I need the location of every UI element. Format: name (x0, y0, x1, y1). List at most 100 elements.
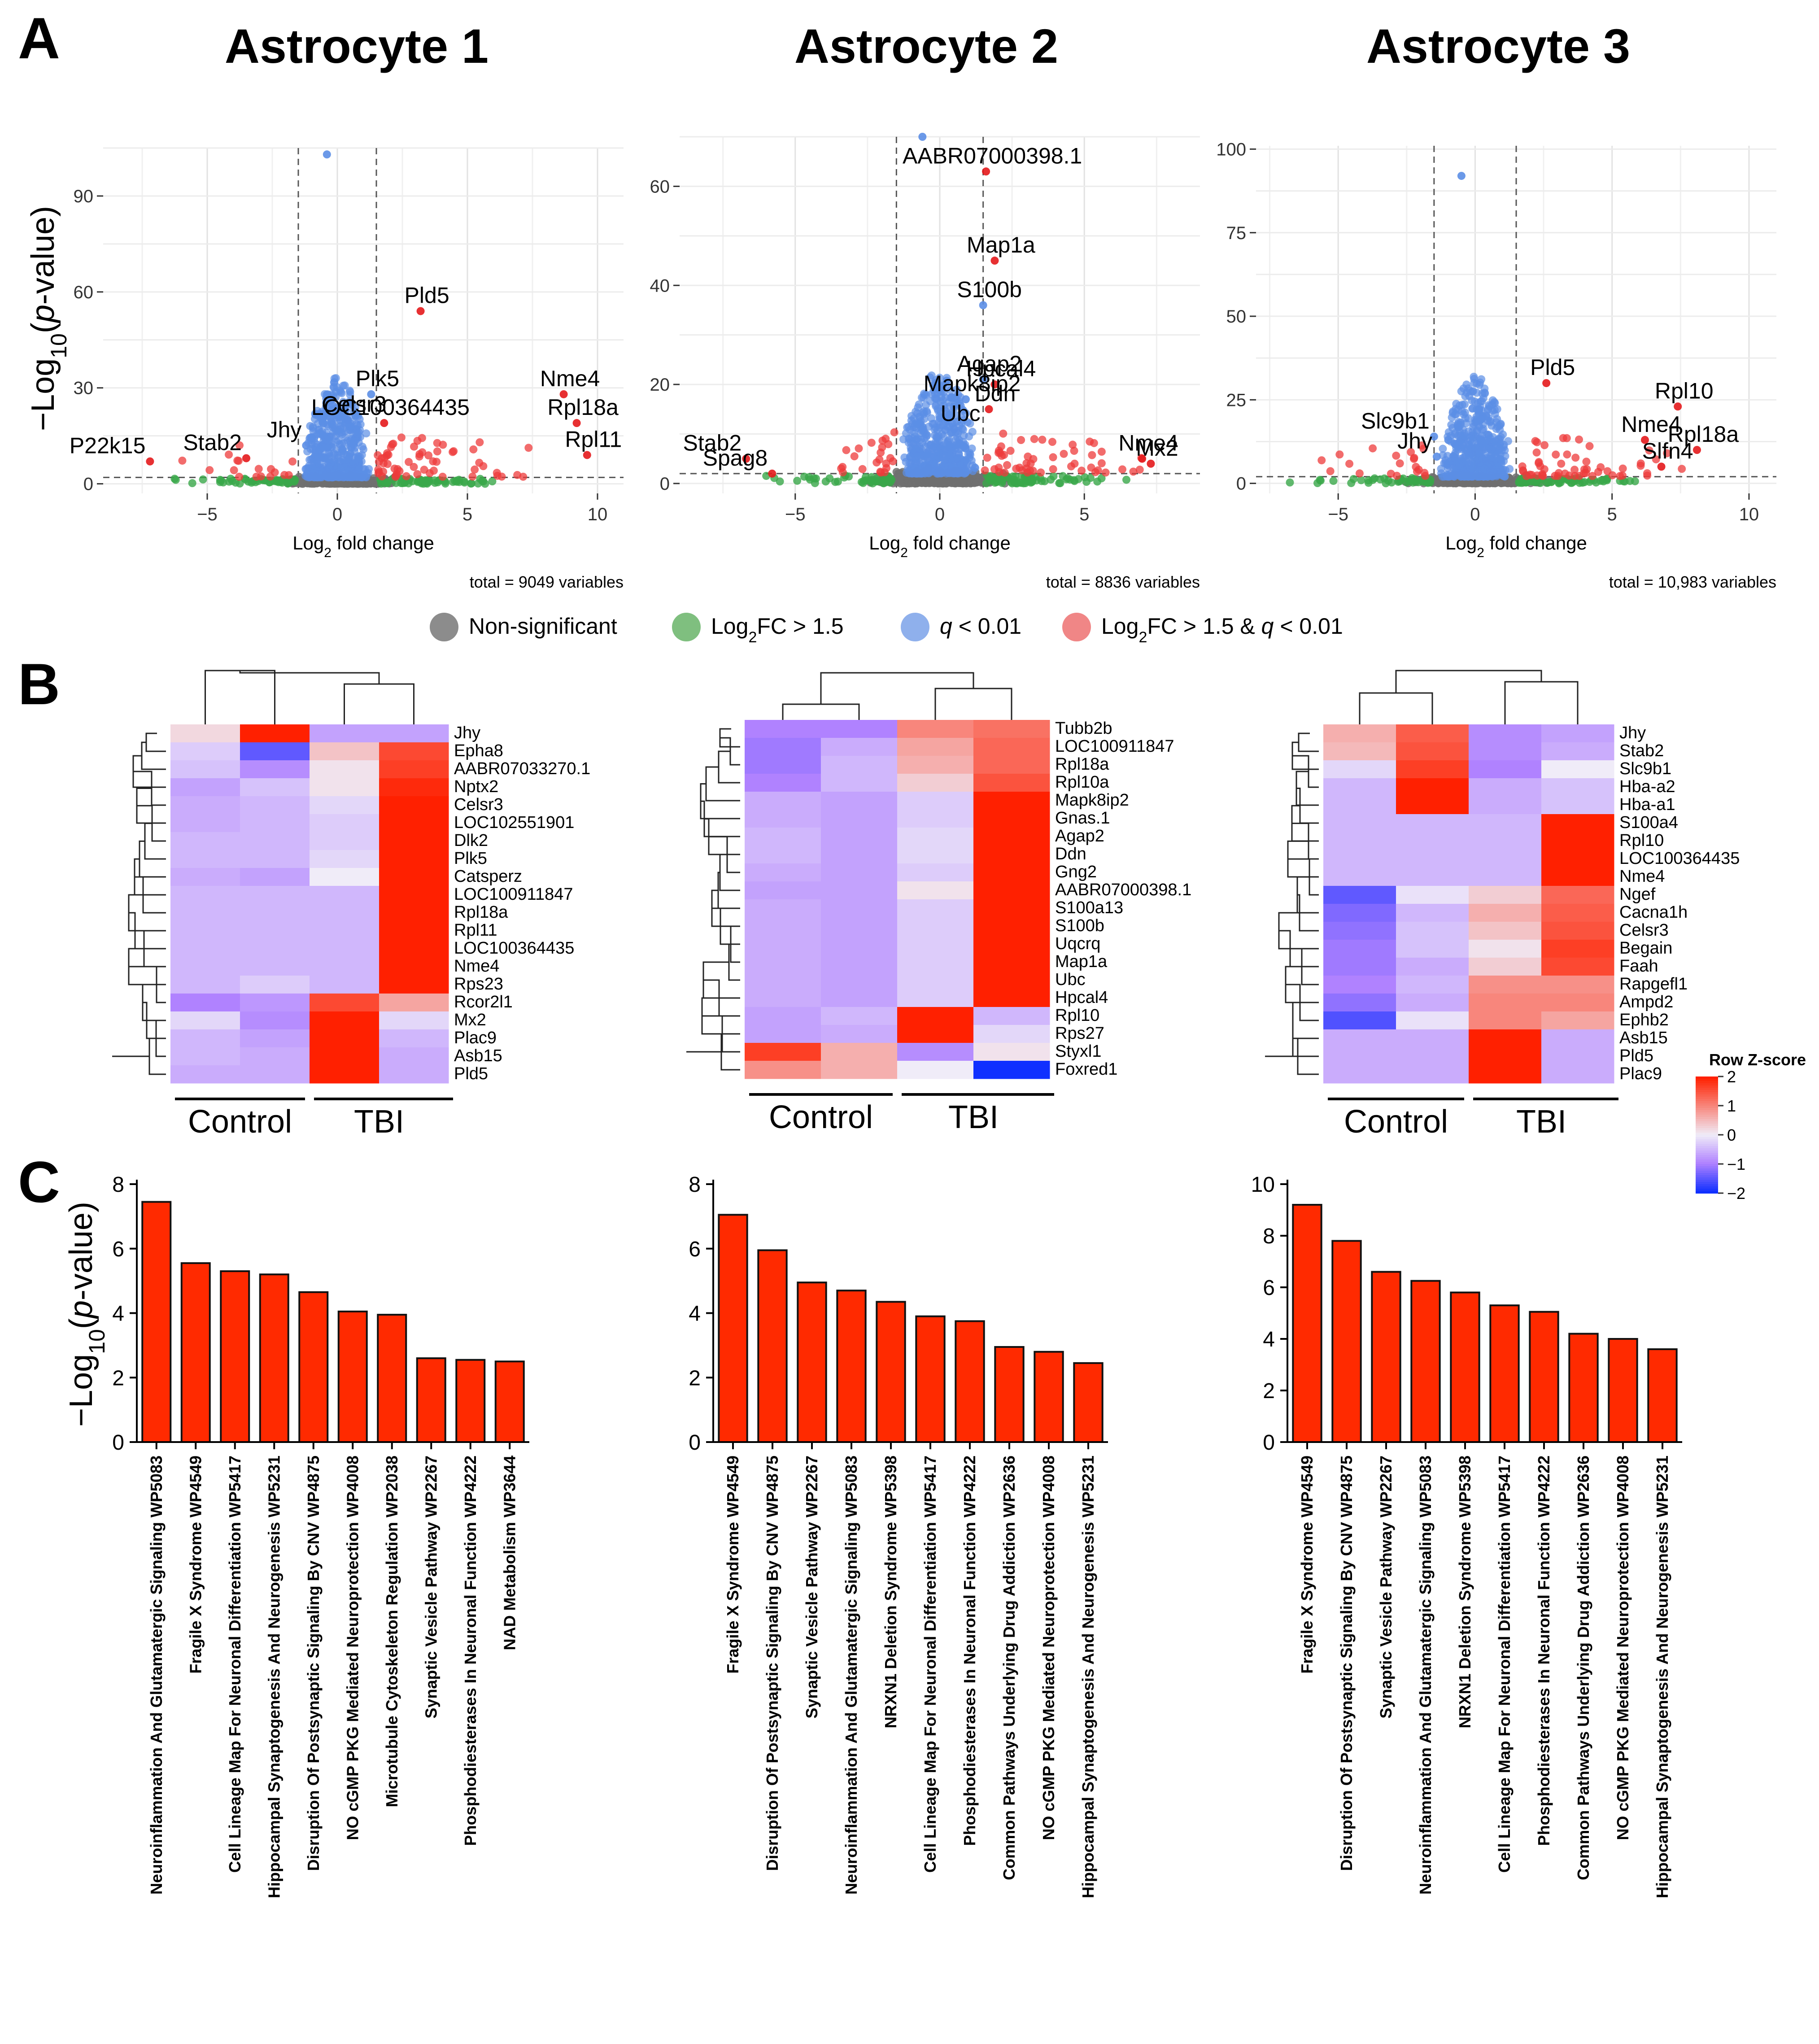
data-point (1540, 441, 1549, 449)
heatmap-cell (897, 971, 974, 989)
x-tick-label: 5 (1079, 505, 1089, 524)
heatmap-cell (170, 976, 240, 994)
y-tick-label: 25 (1226, 390, 1247, 410)
heatmap-cell (240, 832, 310, 850)
heatmap-gene-label: Uqcrq (1055, 934, 1100, 953)
chart-title: Astrocyte 3 (1366, 19, 1630, 73)
data-point (1501, 472, 1509, 481)
data-point (1477, 375, 1486, 384)
heatmap-cell (1469, 886, 1542, 904)
heatmap-cell (310, 904, 380, 922)
data-point (1067, 462, 1075, 471)
heatmap-cell (379, 868, 449, 886)
data-point (1038, 477, 1046, 485)
heatmap-cell (1541, 778, 1614, 797)
bar-chart: Fragile X Syndrome WP4549 Disruption Of P… (1251, 1173, 1682, 1898)
heatmap-cell (1469, 922, 1542, 940)
data-point (333, 451, 342, 459)
heatmap-cell (745, 828, 821, 846)
data-point (910, 464, 919, 473)
volcano-plot: AABR07000398.1Map1aS100bAgap2Hpcal4Mapk8… (650, 133, 1200, 591)
heatmap-cell (973, 774, 1050, 792)
data-point (1450, 457, 1458, 465)
heatmap-cell (1323, 886, 1396, 904)
gene-label: Pld5 (405, 283, 449, 308)
data-point (1542, 379, 1551, 388)
data-point (1047, 475, 1055, 484)
data-point (171, 475, 180, 484)
bar (494, 1360, 525, 1443)
bar (1568, 1333, 1599, 1443)
heatmap-cell (310, 1029, 380, 1048)
heatmap-cell (897, 953, 974, 972)
data-point (1369, 444, 1377, 453)
heatmap-cell (745, 1061, 821, 1079)
data-point (929, 461, 938, 469)
y-tick-label: 10 (1251, 1173, 1275, 1197)
data-point (1081, 473, 1089, 481)
data-point (559, 390, 568, 398)
data-point (339, 408, 348, 416)
data-point (768, 469, 776, 478)
heatmap-cell (1396, 904, 1469, 922)
heatmap-cell (170, 1047, 240, 1066)
data-point (1003, 461, 1012, 469)
legend-label: q < 0.01 (940, 614, 1021, 639)
data-point (317, 453, 326, 461)
heatmap-cell (170, 1011, 240, 1030)
heatmap-cell (170, 742, 240, 761)
data-point (1544, 478, 1553, 487)
data-point (1387, 470, 1395, 478)
heatmap-legend-tick-label: −2 (1727, 1184, 1745, 1203)
data-point (1313, 479, 1322, 488)
volcano-y-axis-label: −Log10(p-value) (25, 206, 71, 431)
data-point (481, 479, 489, 488)
heatmap-cell (1396, 760, 1469, 779)
heatmap-legend-tick-label: 2 (1727, 1068, 1736, 1086)
heatmap-cell (897, 1007, 974, 1025)
heatmap-cell (1323, 760, 1396, 779)
heatmap-gene-label: Ddn (1055, 845, 1086, 863)
data-point (334, 462, 342, 471)
bar (1034, 1351, 1064, 1443)
data-point (353, 421, 362, 430)
heatmap-gene-label: Hba-a2 (1619, 777, 1675, 796)
data-point (393, 465, 402, 473)
data-point (310, 434, 318, 443)
heatmap-cell (897, 989, 974, 1007)
data-point (811, 474, 820, 483)
heatmap-cell (897, 881, 974, 900)
heatmap-cell (310, 796, 380, 815)
data-point (1678, 465, 1686, 473)
heatmap-cell (1469, 994, 1542, 1012)
heatmap-cell (310, 868, 380, 886)
data-point (982, 167, 990, 176)
heatmap: Tubb2bLOC100911847Rpl18aRpl10aMapk8ip2Gn… (686, 672, 1191, 1135)
heatmap-cell (973, 1061, 1050, 1079)
data-point (1483, 416, 1492, 425)
heatmap-cell (1396, 796, 1469, 815)
data-point (479, 462, 488, 471)
heatmap-cell (821, 1007, 898, 1025)
heatmap-cell (1396, 958, 1469, 976)
panel-label-c: C (18, 1149, 60, 1215)
heatmap-cell (897, 828, 974, 846)
gene-label: Nme4 (540, 366, 600, 391)
data-point (1070, 476, 1078, 484)
gene-label: Slfn4 (1642, 438, 1693, 463)
data-point (1396, 459, 1404, 468)
heatmap-gene-label: Jhy (454, 723, 480, 742)
data-point (583, 451, 591, 459)
chart-title: Astrocyte 1 (225, 19, 489, 73)
data-point (332, 388, 340, 396)
data-point (1447, 431, 1455, 440)
heatmap-cell (1541, 940, 1614, 958)
data-point (1571, 453, 1580, 462)
gene-label: Ubc (941, 401, 981, 426)
data-point (904, 438, 913, 447)
bar (836, 1290, 867, 1443)
y-tick-label: 75 (1226, 223, 1247, 243)
data-point (375, 458, 383, 466)
legend-item: Non-significant (430, 613, 617, 641)
data-point (1582, 458, 1591, 466)
